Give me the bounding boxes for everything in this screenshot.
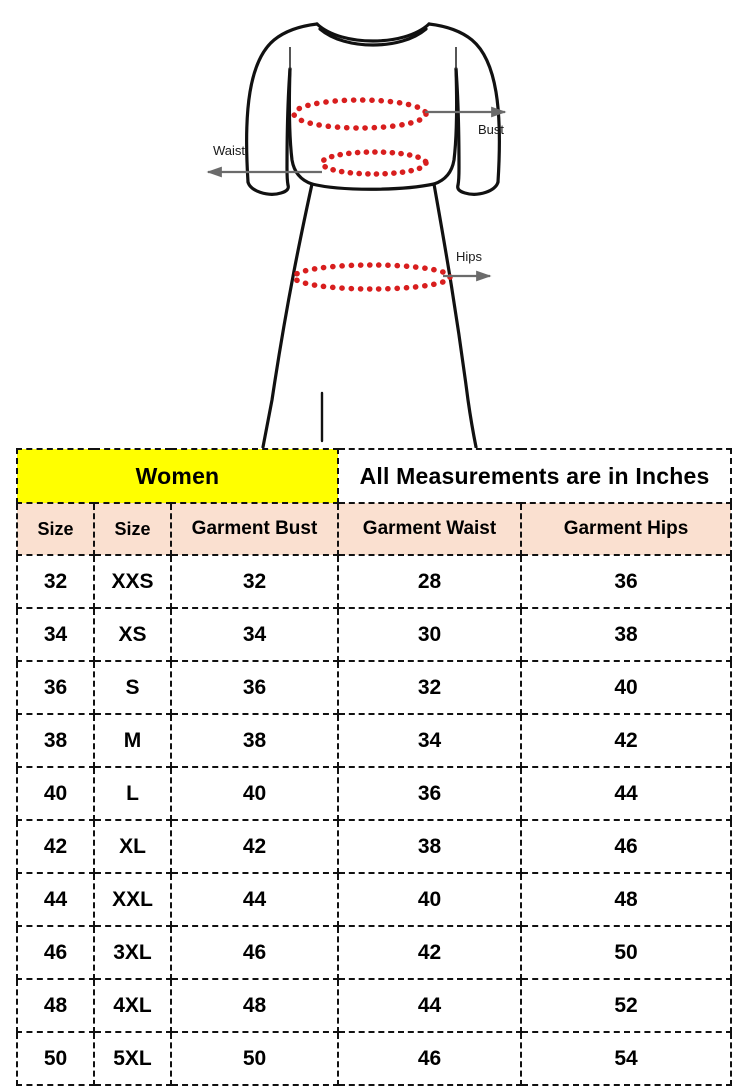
table-row: 40 L 40 36 44 — [16, 766, 733, 821]
cell-size-alpha: 5XL — [93, 1031, 172, 1086]
cell-garment-hips: 54 — [519, 1031, 733, 1086]
cell-garment-bust: 50 — [170, 1031, 339, 1086]
cell-size-alpha: XL — [93, 819, 172, 874]
table-row: 48 4XL 48 44 52 — [16, 978, 733, 1033]
cell-garment-waist: 40 — [337, 872, 522, 927]
waist-measure-ring — [319, 149, 429, 177]
cell-garment-bust: 38 — [170, 713, 339, 768]
cell-garment-waist: 46 — [337, 1031, 522, 1086]
cell-garment-waist: 44 — [337, 978, 522, 1033]
size-chart-table-container: Women All Measurements are in Inches Siz… — [16, 448, 733, 1086]
dress-outline — [245, 22, 501, 448]
cell-garment-hips: 42 — [519, 713, 733, 768]
cell-garment-bust: 48 — [170, 978, 339, 1033]
cell-size-numeric: 32 — [16, 554, 95, 609]
table-row: 32 XXS 32 28 36 — [16, 554, 733, 609]
cell-garment-waist: 32 — [337, 660, 522, 715]
table-row: 46 3XL 46 42 50 — [16, 925, 733, 980]
table-row: 36 S 36 32 40 — [16, 660, 733, 715]
hips-measure-ring — [291, 262, 453, 292]
cell-size-alpha: 4XL — [93, 978, 172, 1033]
size-chart-table: Women All Measurements are in Inches Siz… — [16, 448, 733, 1086]
cell-size-alpha: XXS — [93, 554, 172, 609]
cell-garment-waist: 38 — [337, 819, 522, 874]
cell-garment-bust: 44 — [170, 872, 339, 927]
units-note-cell: All Measurements are in Inches — [336, 448, 733, 504]
cell-size-numeric: 42 — [16, 819, 95, 874]
cell-garment-hips: 48 — [519, 872, 733, 927]
column-header-garment-bust: Garment Bust — [170, 502, 339, 556]
cell-size-numeric: 34 — [16, 607, 95, 662]
waist-label: Waist — [213, 143, 245, 158]
shoulder-seam-lines — [289, 47, 457, 69]
cell-garment-hips: 44 — [519, 766, 733, 821]
cell-size-alpha: 3XL — [93, 925, 172, 980]
cell-garment-hips: 52 — [519, 978, 733, 1033]
cell-size-numeric: 36 — [16, 660, 95, 715]
table-row: 50 5XL 50 46 54 — [16, 1031, 733, 1086]
cell-garment-waist: 34 — [337, 713, 522, 768]
cell-size-alpha: L — [93, 766, 172, 821]
table-row: 34 XS 34 30 38 — [16, 607, 733, 662]
cell-garment-hips: 36 — [519, 554, 733, 609]
table-row: 44 XXL 44 40 48 — [16, 872, 733, 927]
cell-garment-hips: 46 — [519, 819, 733, 874]
hips-label: Hips — [456, 249, 483, 264]
cell-garment-bust: 32 — [170, 554, 339, 609]
column-header-garment-hips: Garment Hips — [519, 502, 733, 556]
cell-garment-bust: 36 — [170, 660, 339, 715]
cell-garment-waist: 42 — [337, 925, 522, 980]
cell-garment-bust: 40 — [170, 766, 339, 821]
cell-garment-waist: 28 — [337, 554, 522, 609]
cell-garment-hips: 50 — [519, 925, 733, 980]
cell-size-alpha: S — [93, 660, 172, 715]
table-title-row: Women All Measurements are in Inches — [16, 448, 733, 504]
cell-garment-bust: 42 — [170, 819, 339, 874]
dress-illustration: Bust Waist Hips — [0, 0, 746, 448]
cell-garment-hips: 40 — [519, 660, 733, 715]
column-header-garment-waist: Garment Waist — [337, 502, 522, 556]
cell-size-alpha: XXL — [93, 872, 172, 927]
column-header-size-numeric: Size — [16, 502, 95, 556]
bust-label: Bust — [478, 122, 504, 137]
cell-size-numeric: 38 — [16, 713, 95, 768]
cell-garment-bust: 34 — [170, 607, 339, 662]
cell-size-numeric: 46 — [16, 925, 95, 980]
cell-size-alpha: XS — [93, 607, 172, 662]
women-title-cell: Women — [16, 448, 339, 504]
cell-garment-waist: 36 — [337, 766, 522, 821]
cell-size-numeric: 40 — [16, 766, 95, 821]
cell-size-numeric: 44 — [16, 872, 95, 927]
cell-garment-hips: 38 — [519, 607, 733, 662]
column-header-size-alpha: Size — [93, 502, 172, 556]
cell-garment-waist: 30 — [337, 607, 522, 662]
table-header-row: Size Size Garment Bust Garment Waist Gar… — [16, 502, 733, 556]
cell-garment-bust: 46 — [170, 925, 339, 980]
cell-size-numeric: 50 — [16, 1031, 95, 1086]
bust-measure-ring — [291, 97, 429, 131]
cell-size-alpha: M — [93, 713, 172, 768]
cell-size-numeric: 48 — [16, 978, 95, 1033]
table-row: 38 M 38 34 42 — [16, 713, 733, 768]
table-row: 42 XL 42 38 46 — [16, 819, 733, 874]
